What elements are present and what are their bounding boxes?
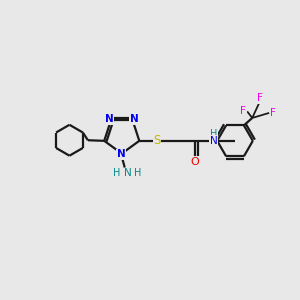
Text: H: H: [113, 169, 120, 178]
Text: N: N: [105, 114, 114, 124]
Text: F: F: [257, 93, 262, 103]
Text: H: H: [134, 169, 142, 178]
Text: S: S: [153, 134, 161, 147]
Text: N: N: [117, 149, 125, 160]
Text: H: H: [210, 129, 217, 139]
Text: N: N: [124, 169, 132, 178]
Text: F: F: [270, 108, 276, 118]
Text: N: N: [210, 136, 218, 146]
Text: N: N: [130, 114, 139, 124]
Text: O: O: [190, 157, 199, 166]
Text: F: F: [240, 106, 246, 116]
